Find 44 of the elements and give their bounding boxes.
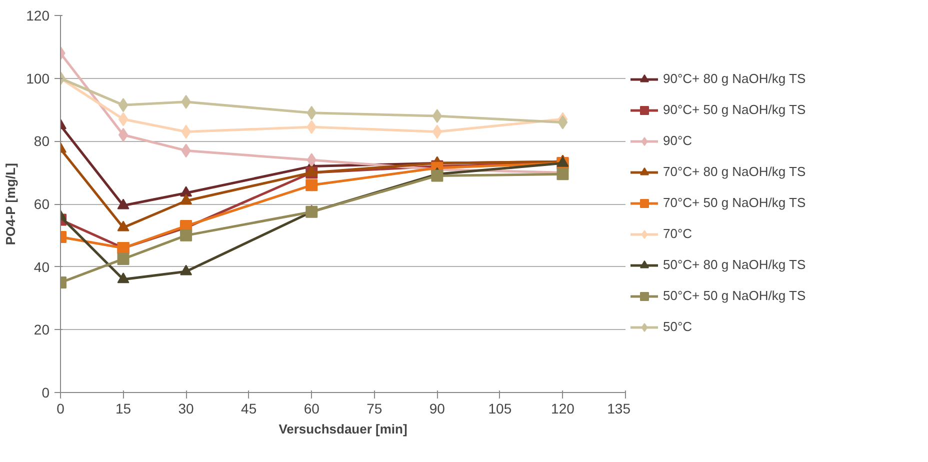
point [306,166,318,176]
point [180,264,192,276]
x-axis-title: Versuchsdauer [min] [278,422,408,436]
point [558,115,568,130]
point [180,194,192,205]
point [431,170,444,182]
point [118,128,128,142]
y-axis-title: PO4-P [mg/L] [3,163,18,246]
y-tick-label: 40 [34,258,50,275]
x-tick-label: 60 [304,400,320,416]
point [117,252,130,265]
point [118,112,128,126]
y-tick-label: 120 [26,8,50,24]
point [117,198,130,210]
legend-label: 50°C [663,319,692,334]
point [556,168,569,180]
x-tick-label: 90 [429,400,446,416]
legend-label: 50°C+ 80 g NaOH/kg TS [663,257,806,272]
point [180,229,192,242]
x-tick-label: 45 [241,400,257,416]
point [117,220,130,232]
point [117,272,130,284]
y-tick-label: 0 [42,384,50,400]
point [180,186,192,197]
x-tick-label: 30 [178,400,194,416]
x-tick-label: 120 [551,400,575,416]
legend-label: 90°C+ 80 g NaOH/kg TS [663,71,806,86]
x-tick-label: 15 [115,400,132,416]
point [118,98,128,112]
x-tick-label: 105 [488,400,512,416]
y-tick-label: 100 [26,70,50,86]
x-tick-label: 0 [56,400,65,416]
y-tick-label: 80 [34,133,50,150]
legend-label: 70°C+ 80 g NaOH/kg TS [663,164,806,179]
y-tick-label: 20 [34,322,50,338]
legend-label: 90°C+ 50 g NaOH/kg TS [663,102,806,117]
legend-label: 70°C [663,226,692,241]
y-tick-label: 60 [34,196,50,212]
legend-label: 50°C+ 50 g NaOH/kg TS [663,288,806,303]
point [306,179,318,192]
legend-label: 90°C [663,133,692,148]
legend-label: 70°C+ 50 g NaOH/kg TS [663,195,806,210]
x-tick-label: 135 [607,400,631,416]
x-tick-label: 75 [366,400,382,416]
